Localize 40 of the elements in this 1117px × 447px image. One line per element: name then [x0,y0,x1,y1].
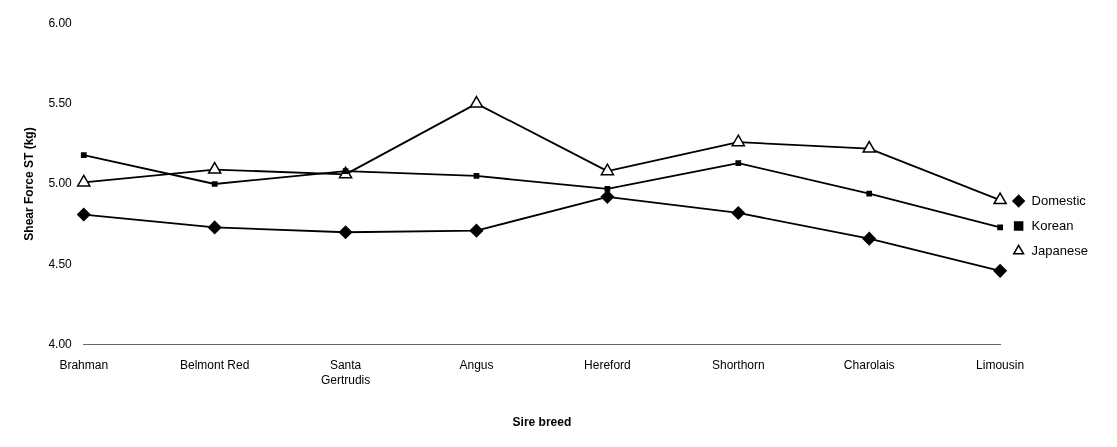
point [862,231,876,246]
point [77,207,91,222]
category-label: Santa [329,358,362,373]
point [600,163,615,176]
point [76,174,91,187]
point [207,220,222,235]
point [866,190,873,197]
point [207,161,222,174]
y-tick-label: 5.00 [48,176,73,191]
point [731,206,746,220]
x-tick-label: Belmont Red [179,358,250,373]
point [473,173,480,179]
y-axis-title: Shear Force ST (kg) [21,127,36,241]
y-tick-label: 4.50 [48,256,73,271]
category-label: Gertrudis [320,372,371,387]
point [211,181,218,187]
x-tick-label: Limousin [976,358,1025,373]
point [469,95,484,108]
x-tick-label: Shorthorn [711,358,765,373]
x-tick-label: Charolais [843,358,895,373]
point [600,190,615,204]
point [862,140,877,153]
point [993,192,1007,205]
y-tick-label: 6.00 [48,15,73,30]
point [338,225,353,239]
x-tick-label: Angus [459,358,494,373]
x-axis-title: Sire breed [512,415,572,430]
y-tick-label: 5.50 [48,95,73,110]
x-tick-label: Brahman [59,358,109,373]
legend-label: Korean [1031,217,1074,233]
point [469,223,484,238]
point [735,160,742,166]
legend-label: Japanese [1031,242,1089,258]
point [80,152,87,158]
point [731,134,746,147]
point [993,264,1007,278]
point [997,224,1003,231]
x-tick-label: Hereford [584,358,631,373]
legend-label: Domestic [1031,192,1087,208]
y-tick-label: 4.00 [48,337,73,352]
